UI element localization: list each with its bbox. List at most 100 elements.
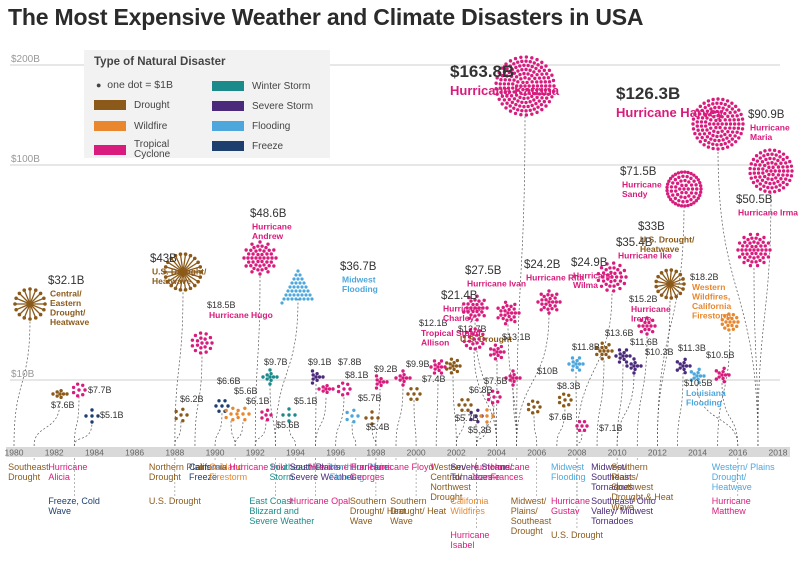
dot bbox=[763, 244, 767, 248]
value-label-line: $11.8B bbox=[572, 342, 600, 352]
dot bbox=[733, 134, 737, 138]
dot bbox=[550, 293, 554, 298]
dot bbox=[321, 385, 325, 389]
dot bbox=[524, 100, 528, 105]
dot bbox=[698, 193, 702, 198]
dot bbox=[507, 90, 512, 94]
dot bbox=[713, 105, 717, 110]
dot bbox=[401, 376, 405, 380]
x-tick-label: 2016 bbox=[728, 448, 747, 458]
value-label-line: $5.4B bbox=[366, 422, 390, 432]
bottom-label: Hurricane Opal bbox=[290, 496, 351, 506]
dot bbox=[475, 333, 479, 337]
dot bbox=[545, 72, 549, 76]
dot bbox=[268, 382, 272, 386]
dot bbox=[306, 297, 310, 301]
dot bbox=[689, 378, 694, 382]
dot bbox=[505, 318, 509, 322]
dot bbox=[292, 277, 296, 281]
dot bbox=[596, 278, 601, 283]
dot bbox=[699, 120, 704, 124]
dot bbox=[260, 410, 264, 414]
dot bbox=[258, 272, 262, 276]
dot bbox=[709, 107, 713, 111]
dot bbox=[536, 105, 540, 109]
dot bbox=[302, 297, 306, 301]
dot bbox=[525, 87, 529, 92]
dot bbox=[772, 189, 777, 194]
dot bbox=[694, 183, 698, 187]
dot bbox=[696, 116, 700, 120]
value-label-line: $5.6B bbox=[234, 386, 258, 396]
burst-tip bbox=[192, 256, 197, 261]
dot bbox=[509, 74, 514, 78]
dot bbox=[546, 293, 550, 297]
dot bbox=[679, 170, 684, 174]
dot bbox=[90, 408, 94, 412]
dot bbox=[252, 245, 256, 250]
dot bbox=[668, 197, 673, 202]
value-label-line: $32.1B bbox=[48, 275, 85, 287]
disaster-marks bbox=[13, 55, 794, 433]
dot bbox=[725, 136, 729, 140]
dot bbox=[721, 376, 725, 381]
dot bbox=[533, 76, 537, 81]
x-tick-label: 1990 bbox=[206, 448, 225, 458]
stem bbox=[288, 420, 296, 447]
burst-tip bbox=[17, 291, 22, 296]
dot bbox=[465, 306, 469, 310]
dot bbox=[728, 126, 732, 130]
dot bbox=[266, 270, 270, 274]
dot bbox=[580, 424, 584, 428]
bottom-label-line: Southern bbox=[611, 462, 648, 472]
dot bbox=[732, 122, 737, 126]
dot bbox=[696, 178, 701, 182]
dot bbox=[547, 311, 551, 315]
dot bbox=[760, 160, 765, 164]
dot bbox=[771, 172, 775, 177]
dot bbox=[645, 324, 649, 328]
value-label: $43B bbox=[150, 253, 177, 265]
dot bbox=[548, 303, 552, 308]
legend-dot-note: ● one dot = $1B bbox=[96, 79, 173, 91]
dot bbox=[774, 153, 778, 157]
burst-ray bbox=[29, 297, 45, 305]
value-label: $13.1B bbox=[502, 332, 531, 342]
dot bbox=[502, 86, 507, 90]
dot bbox=[317, 375, 322, 379]
dot bbox=[500, 66, 504, 70]
disaster-dot-cluster bbox=[336, 381, 352, 397]
dot bbox=[600, 357, 604, 361]
dot bbox=[296, 293, 300, 297]
dot bbox=[540, 302, 544, 306]
dot bbox=[548, 84, 552, 88]
dot bbox=[695, 136, 699, 140]
dot bbox=[555, 308, 559, 312]
bottom-label: Hurricane Jeanne bbox=[471, 462, 510, 482]
dot bbox=[766, 152, 770, 157]
dot bbox=[788, 159, 792, 164]
dot bbox=[679, 204, 684, 208]
dot bbox=[448, 366, 452, 370]
burst-tip bbox=[674, 269, 679, 274]
dot bbox=[231, 418, 235, 422]
stem bbox=[275, 298, 299, 447]
bottom-label: Hurricane Isabel bbox=[450, 530, 489, 550]
dot bbox=[287, 413, 291, 417]
disaster-name-line: Flooding bbox=[686, 398, 722, 408]
dot bbox=[613, 278, 617, 283]
stem bbox=[435, 373, 439, 447]
dot bbox=[600, 352, 604, 357]
dot bbox=[711, 133, 715, 138]
value-label-line: $5.7B bbox=[455, 413, 479, 423]
disaster-dot-cluster bbox=[429, 359, 447, 375]
dot bbox=[742, 260, 746, 265]
dot bbox=[766, 161, 770, 165]
dot bbox=[90, 420, 94, 424]
dot bbox=[761, 256, 765, 260]
dot bbox=[412, 392, 416, 396]
dot bbox=[526, 104, 530, 109]
legend-label: Flooding bbox=[252, 121, 291, 132]
dot bbox=[675, 360, 680, 364]
dot bbox=[546, 307, 550, 311]
